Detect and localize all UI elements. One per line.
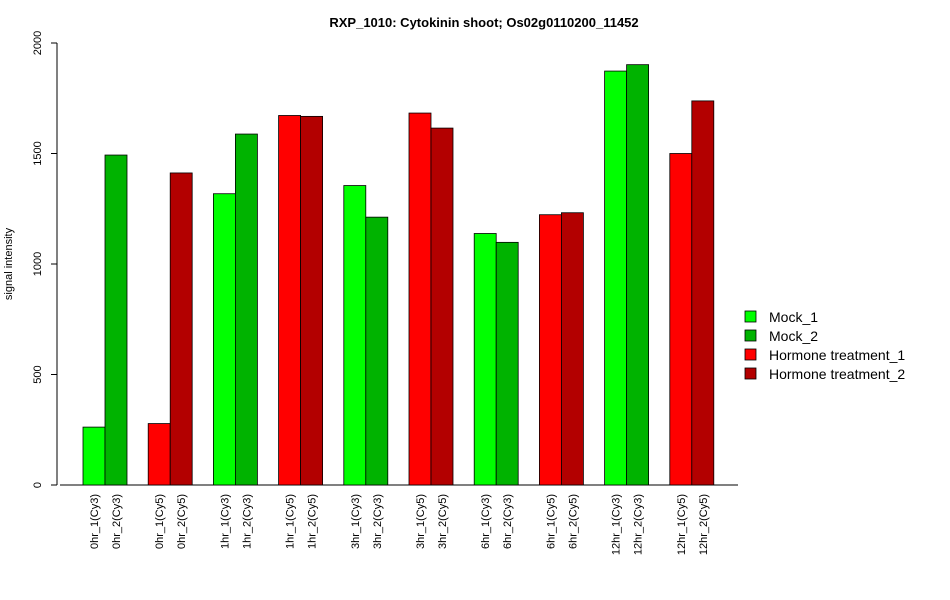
bar bbox=[278, 115, 302, 486]
x-tick-label: 3hr_2(Cy5) bbox=[437, 494, 449, 549]
y-tick-label: 0 bbox=[32, 482, 44, 488]
x-tick-label: 3hr_2(Cy3) bbox=[372, 494, 384, 549]
legend-label: Hormone treatment_1 bbox=[769, 347, 905, 363]
x-tick-label: 1hr_1(Cy5) bbox=[285, 494, 297, 549]
y-axis: 0 500 1000 1500 2000 bbox=[32, 31, 58, 488]
legend: Mock_1 Mock_2 Hormone treatment_1 Hormone t… bbox=[744, 309, 905, 382]
x-tick-label: 6hr_1(Cy5) bbox=[545, 494, 557, 549]
bar bbox=[604, 70, 627, 486]
x-tick-label: 0hr_1(Cy3) bbox=[89, 494, 101, 549]
bar bbox=[343, 185, 367, 486]
y-tick-label: 1000 bbox=[32, 252, 44, 276]
bar bbox=[473, 233, 497, 486]
legend-swatch bbox=[744, 329, 757, 342]
bar bbox=[82, 426, 106, 486]
legend-label: Mock_2 bbox=[769, 328, 818, 344]
x-tick-label: 6hr_2(Cy3) bbox=[502, 494, 514, 549]
bar bbox=[300, 115, 324, 486]
x-tick-labels: 0hr_1(Cy3) 0hr_2(Cy3) 0hr_1(Cy5) 0hr_2(Cy5)… bbox=[89, 494, 710, 555]
x-tick-label: 1hr_2(Cy3) bbox=[241, 494, 253, 549]
bar bbox=[561, 212, 584, 486]
x-tick-label: 0hr_2(Cy3) bbox=[111, 494, 123, 549]
legend-label: Hormone treatment_2 bbox=[769, 366, 905, 382]
bar bbox=[669, 153, 693, 486]
x-tick-label: 1hr_2(Cy5) bbox=[307, 494, 319, 549]
x-tick-label: 6hr_2(Cy5) bbox=[567, 494, 579, 549]
bar bbox=[430, 127, 454, 486]
x-tick-label: 1hr_1(Cy3) bbox=[219, 494, 231, 549]
bar bbox=[408, 112, 432, 486]
legend-swatch bbox=[744, 310, 757, 323]
bar bbox=[147, 423, 171, 486]
x-tick-label: 12hr_1(Cy3) bbox=[611, 494, 623, 555]
x-tick-label: 3hr_1(Cy3) bbox=[350, 494, 362, 549]
x-tick-label: 12hr_1(Cy5) bbox=[676, 494, 688, 555]
x-tick-label: 0hr_2(Cy5) bbox=[176, 494, 188, 549]
chart-title: RXP_1010: Cytokinin shoot; Os02g0110200_… bbox=[329, 15, 638, 30]
bar bbox=[495, 241, 519, 486]
bar bbox=[539, 214, 562, 486]
y-tick-label: 500 bbox=[32, 365, 44, 383]
x-tick-label: 0hr_1(Cy5) bbox=[154, 494, 166, 549]
bar bbox=[234, 133, 258, 486]
bars bbox=[82, 64, 715, 486]
bar bbox=[365, 216, 389, 486]
y-axis-label: signal intensity bbox=[3, 227, 15, 300]
x-tick-label: 12hr_2(Cy3) bbox=[633, 494, 645, 555]
legend-label: Mock_1 bbox=[769, 309, 818, 325]
legend-swatch bbox=[744, 348, 757, 361]
bar bbox=[691, 100, 715, 486]
y-tick-label: 2000 bbox=[32, 31, 44, 55]
bar bbox=[212, 193, 236, 486]
bar bbox=[104, 154, 128, 486]
x-tick-label: 3hr_1(Cy5) bbox=[415, 494, 427, 549]
bar bbox=[626, 64, 649, 486]
x-tick-label: 12hr_2(Cy5) bbox=[698, 494, 710, 555]
legend-swatch bbox=[744, 367, 757, 380]
y-tick-label: 1500 bbox=[32, 141, 44, 165]
x-tick-label: 6hr_1(Cy3) bbox=[480, 494, 492, 549]
bar bbox=[169, 172, 193, 486]
